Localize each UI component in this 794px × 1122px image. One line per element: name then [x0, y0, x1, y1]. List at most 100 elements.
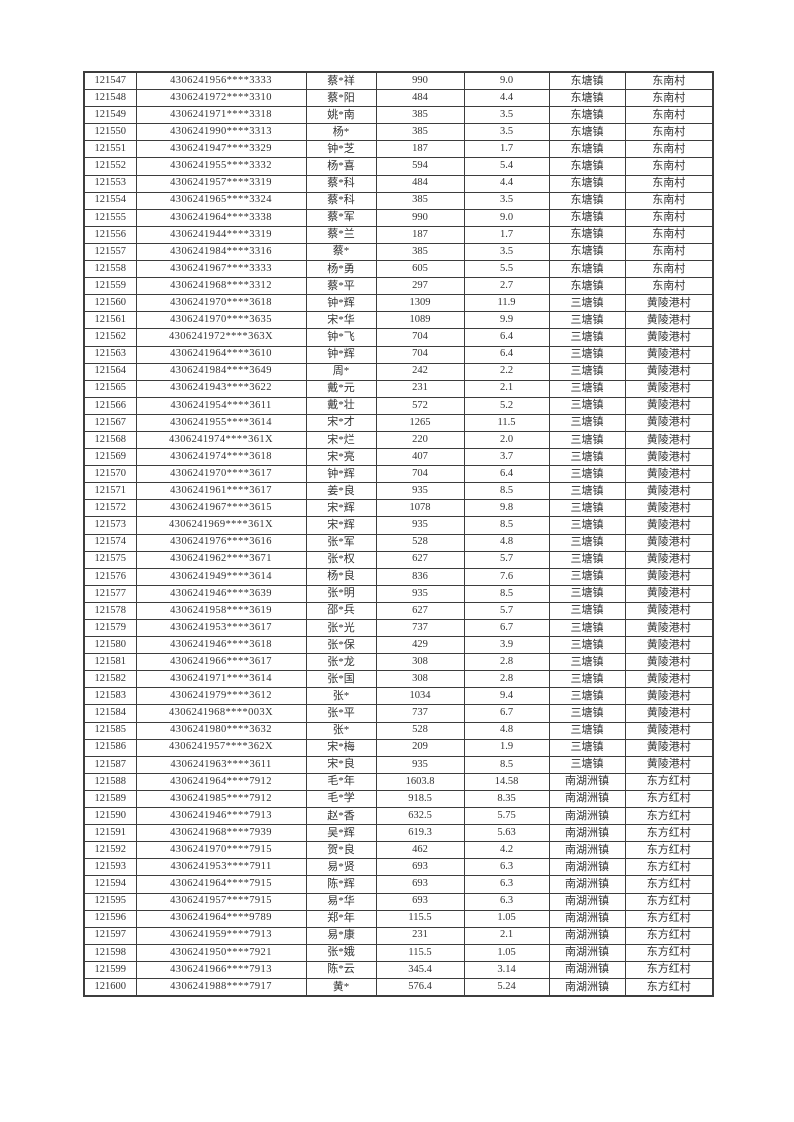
cell-id-number: 4306241968****003X: [135, 704, 307, 723]
cell-serial-number: 121594: [83, 875, 137, 894]
cell-area: 6.3: [463, 858, 550, 877]
cell-area: 3.5: [463, 191, 550, 210]
cell-village: 黄陵港村: [624, 687, 714, 706]
table-row: 121593 4306241953****7911 易*贤 693 6.3 南湖洲镇 东方红…: [83, 858, 714, 877]
cell-area: 8.5: [463, 755, 550, 774]
cell-amount: 1078: [375, 499, 465, 518]
cell-id-number: 4306241964****3610: [135, 345, 307, 364]
cell-amount: 308: [375, 670, 465, 689]
table-row: 121568 4306241974****361X 宋*烂 220 2.0 三塘镇 黄陵港村: [83, 430, 714, 450]
cell-id-number: 4306241957****7915: [135, 892, 307, 911]
cell-town: 东塘镇: [548, 71, 626, 91]
cell-village: 黄陵港村: [624, 448, 714, 467]
cell-serial-number: 121592: [83, 841, 137, 860]
cell-id-number: 4306241958****3619: [135, 601, 307, 621]
cell-amount: 462: [375, 841, 465, 860]
table-row: 121559 4306241968****3312 蔡*平 297 2.7 东塘镇 东南村: [83, 277, 714, 296]
cell-amount: 627: [375, 550, 465, 569]
cell-area: 9.8: [463, 499, 550, 518]
cell-area: 2.8: [463, 670, 550, 689]
cell-area: 8.5: [463, 516, 550, 535]
cell-amount: 528: [375, 721, 465, 740]
cell-id-number: 4306241984****3316: [135, 242, 307, 262]
cell-area: 5.75: [463, 807, 550, 826]
cell-village: 东南村: [624, 277, 714, 296]
cell-name: 钟*辉: [305, 345, 377, 364]
cell-village: 东南村: [624, 123, 714, 142]
cell-area: 5.24: [463, 977, 550, 997]
cell-serial-number: 121597: [83, 926, 137, 945]
cell-area: 5.5: [463, 260, 550, 279]
table-row: 121569 4306241974****3618 宋*亮 407 3.7 三塘镇 黄陵港村: [83, 448, 714, 467]
cell-amount: 385: [375, 191, 465, 210]
cell-serial-number: 121566: [83, 396, 137, 415]
cell-serial-number: 121599: [83, 960, 137, 979]
cell-name: 邵*兵: [305, 601, 377, 621]
cell-name: 钟*辉: [305, 294, 377, 313]
cell-area: 2.7: [463, 277, 550, 296]
cell-serial-number: 121555: [83, 208, 137, 227]
cell-village: 黄陵港村: [624, 413, 714, 432]
cell-village: 东方红村: [624, 977, 714, 997]
cell-serial-number: 121581: [83, 653, 137, 672]
cell-amount: 429: [375, 636, 465, 655]
cell-id-number: 4306241970****3617: [135, 465, 307, 484]
cell-serial-number: 121579: [83, 618, 137, 638]
cell-village: 黄陵港村: [624, 294, 714, 313]
cell-town: 三塘镇: [548, 482, 626, 501]
cell-area: 1.05: [463, 909, 550, 928]
cell-area: 5.7: [463, 601, 550, 621]
cell-town: 三塘镇: [548, 687, 626, 706]
cell-amount: 1603.8: [375, 772, 465, 791]
cell-name: 贺*良: [305, 841, 377, 860]
cell-town: 南湖洲镇: [548, 824, 626, 843]
cell-name: 张*: [305, 687, 377, 706]
cell-name: 郑*年: [305, 909, 377, 928]
table-row: 121557 4306241984****3316 蔡* 385 3.5 东塘镇 东南村: [83, 242, 714, 262]
cell-town: 三塘镇: [548, 601, 626, 621]
table-row: 121563 4306241964****3610 钟*辉 704 6.4 三塘镇 黄陵港村: [83, 345, 714, 364]
cell-town: 南湖洲镇: [548, 909, 626, 928]
cell-town: 三塘镇: [548, 413, 626, 432]
cell-serial-number: 121549: [83, 106, 137, 125]
cell-amount: 1265: [375, 413, 465, 432]
cell-name: 毛*年: [305, 772, 377, 791]
cell-name: 张*保: [305, 636, 377, 655]
cell-area: 5.63: [463, 824, 550, 843]
cell-amount: 918.5: [375, 789, 465, 809]
table-row: 121590 4306241946****7913 赵*香 632.5 5.75 南湖洲镇…: [83, 807, 714, 826]
cell-name: 易*华: [305, 892, 377, 911]
cell-id-number: 4306241955****3332: [135, 157, 307, 176]
table-row: 121582 4306241971****3614 张*国 308 2.8 三塘镇 黄陵港村: [83, 670, 714, 689]
cell-area: 5.2: [463, 396, 550, 415]
table-body: 121547 4306241956****3333 蔡*祥 990 9.0 东塘镇 东南村 1…: [83, 71, 714, 997]
cell-id-number: 4306241980****3632: [135, 721, 307, 740]
cell-area: 2.8: [463, 653, 550, 672]
cell-village: 东方红村: [624, 824, 714, 843]
cell-amount: 231: [375, 379, 465, 398]
table-row: 121566 4306241954****3611 戴*壮 572 5.2 三塘镇 黄陵港村: [83, 396, 714, 415]
cell-village: 黄陵港村: [624, 584, 714, 603]
cell-area: 1.9: [463, 738, 550, 757]
cell-id-number: 4306241988****7917: [135, 977, 307, 997]
cell-town: 东塘镇: [548, 123, 626, 142]
table-row: 121587 4306241963****3611 宋*良 935 8.5 三塘镇 黄陵港村: [83, 755, 714, 774]
cell-name: 陈*云: [305, 960, 377, 979]
cell-id-number: 4306241970****3635: [135, 311, 307, 330]
cell-name: 蔡*科: [305, 174, 377, 193]
cell-area: 6.3: [463, 892, 550, 911]
cell-serial-number: 121548: [83, 89, 137, 108]
cell-amount: 693: [375, 875, 465, 894]
cell-amount: 115.5: [375, 909, 465, 928]
cell-name: 姜*良: [305, 482, 377, 501]
cell-amount: 576.4: [375, 977, 465, 997]
table-row: 121598 4306241950****7921 张*娥 115.5 1.05 南湖洲镇…: [83, 943, 714, 962]
cell-village: 黄陵港村: [624, 550, 714, 569]
table-row: 121592 4306241970****7915 贺*良 462 4.2 南湖洲镇 东方红…: [83, 841, 714, 860]
cell-id-number: 4306241972****3310: [135, 89, 307, 108]
cell-area: 6.7: [463, 704, 550, 723]
cell-village: 东南村: [624, 106, 714, 125]
table-row: 121552 4306241955****3332 杨*喜 594 5.4 东塘镇 东南村: [83, 157, 714, 176]
cell-serial-number: 121583: [83, 687, 137, 706]
cell-village: 东南村: [624, 174, 714, 193]
